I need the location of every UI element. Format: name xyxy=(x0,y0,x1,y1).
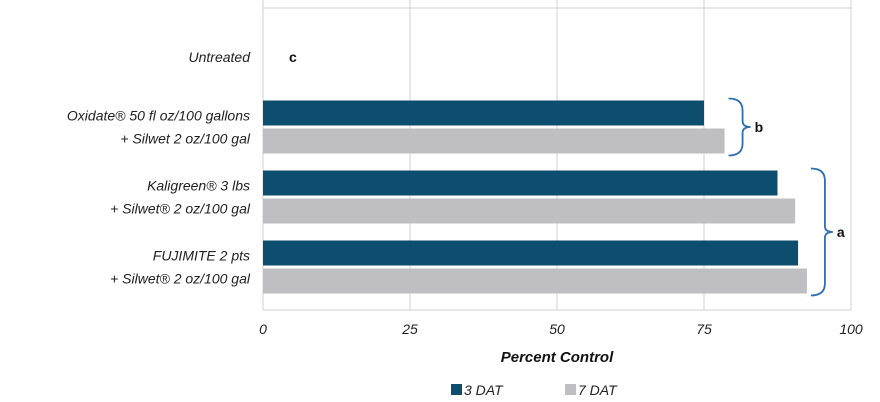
x-tick-label: 75 xyxy=(696,321,712,337)
significance-bracket xyxy=(810,167,833,297)
bar-3-dat-cat-1 xyxy=(263,100,704,126)
bar-3-dat-cat-3 xyxy=(263,240,799,266)
significance-letter: a xyxy=(837,224,845,240)
category-label: Untreated xyxy=(189,49,252,65)
x-tick-label: 0 xyxy=(259,321,267,337)
significance-annotations: c b a xyxy=(289,49,845,297)
x-tick-label: 50 xyxy=(549,321,565,337)
category-label: + Silwet® 2 oz/100 gal xyxy=(110,201,251,217)
category-label: FUJIMITE 2 pts xyxy=(153,248,250,264)
x-tick-labels: 0 25 50 75 100 xyxy=(259,321,863,337)
legend-swatch-3-dat xyxy=(451,384,462,395)
bar-7-dat-cat-1 xyxy=(263,128,725,154)
category-label: Oxidate® 50 fl oz/100 gallons xyxy=(67,108,250,124)
legend: 3 DAT 7 DAT xyxy=(451,382,618,398)
bar-7-dat-cat-3 xyxy=(263,268,807,294)
legend-label: 7 DAT xyxy=(578,382,618,398)
grid-layer xyxy=(262,0,852,311)
legend-swatch-7-dat xyxy=(565,384,576,395)
category-labels: Untreated Oxidate® 50 fl oz/100 gallons + … xyxy=(67,49,251,287)
significance-letter: c xyxy=(289,49,297,65)
category-label: + Silwet® 2 oz/100 gal xyxy=(110,271,251,287)
bars-layer xyxy=(263,100,807,294)
bar-7-dat-cat-2 xyxy=(263,198,796,224)
x-tick-label: 100 xyxy=(839,321,863,337)
x-tick-label: 25 xyxy=(401,321,418,337)
x-axis-title: Percent Control xyxy=(501,349,614,366)
significance-letter: b xyxy=(755,119,764,135)
bar-3-dat-cat-2 xyxy=(263,170,778,196)
significance-bracket xyxy=(728,97,751,157)
category-label: Kaligreen® 3 lbs xyxy=(147,178,250,194)
category-label: + Silwet 2 oz/100 gal xyxy=(120,131,250,147)
legend-label: 3 DAT xyxy=(464,382,504,398)
